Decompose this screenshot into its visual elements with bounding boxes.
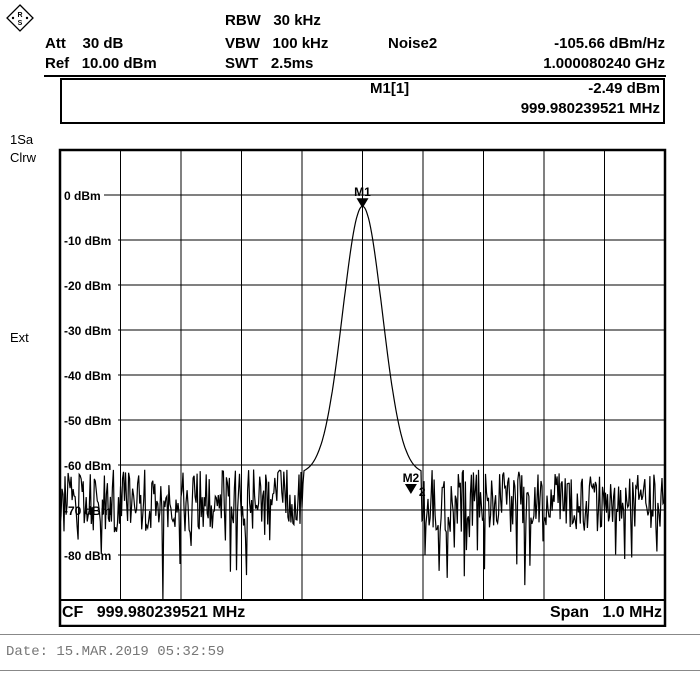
cf-label: CF — [62, 604, 83, 621]
att-label: Att — [45, 35, 66, 52]
divider-line-2 — [0, 670, 700, 671]
ext-label: Ext — [10, 330, 29, 345]
vbw-label: VBW — [225, 35, 260, 52]
marker-freq: 999.980239521 MHz — [521, 100, 660, 117]
header-underline — [44, 75, 666, 77]
date-line: Date: 15.MAR.2019 05:32:59 — [6, 644, 224, 660]
svg-text:R: R — [17, 12, 22, 19]
svg-text:-10 dBm: -10 dBm — [64, 234, 111, 248]
noise-freq: 1.000080240 GHz — [543, 55, 665, 72]
rbw-value: 30 kHz — [273, 12, 321, 29]
svg-text:-60 dBm: -60 dBm — [64, 459, 111, 473]
swt-label: SWT — [225, 55, 258, 72]
swt-value: 2.5ms — [271, 55, 314, 72]
svg-text:-40 dBm: -40 dBm — [64, 369, 111, 383]
marker-level: -2.49 dBm — [588, 80, 660, 97]
rbw-label: RBW — [225, 12, 261, 29]
mode-label: Noise2 — [388, 35, 437, 52]
sa-label: 1Sa — [10, 132, 33, 147]
span-label: Span — [550, 604, 589, 621]
vbw-value: 100 kHz — [273, 35, 329, 52]
brand-logo: R S — [6, 4, 34, 37]
svg-text:-30 dBm: -30 dBm — [64, 324, 111, 338]
svg-text:M2: M2 — [403, 471, 420, 485]
att-value: 30 dB — [83, 35, 124, 52]
svg-text:-80 dBm: -80 dBm — [64, 549, 111, 563]
cf-value: 999.980239521 MHz — [97, 604, 246, 621]
svg-text:S: S — [18, 20, 23, 27]
spectrum-plot: 0 dBm -10 dBm -20 dBm -30 dBm -40 dBm -50 dBm… — [57, 147, 668, 627]
divider-line — [0, 634, 700, 635]
ref-label: Ref — [45, 55, 69, 72]
clrw-label: Clrw — [10, 150, 36, 165]
svg-text:-50 dBm: -50 dBm — [64, 414, 111, 428]
svg-text:0 dBm: 0 dBm — [64, 189, 101, 203]
span-value: 1.0 MHz — [602, 604, 662, 621]
spectrum-analyzer-screenshot: R S RBW 30 kHz Att 30 dB VBW 100 kHz Noi… — [0, 0, 700, 679]
ref-value: 10.00 dBm — [82, 55, 157, 72]
svg-text:-20 dBm: -20 dBm — [64, 279, 111, 293]
marker-id: M1[1] — [370, 80, 409, 97]
svg-text:2: 2 — [419, 485, 426, 499]
noise-value: -105.66 dBm/Hz — [554, 35, 665, 52]
svg-text:M1: M1 — [354, 185, 371, 199]
